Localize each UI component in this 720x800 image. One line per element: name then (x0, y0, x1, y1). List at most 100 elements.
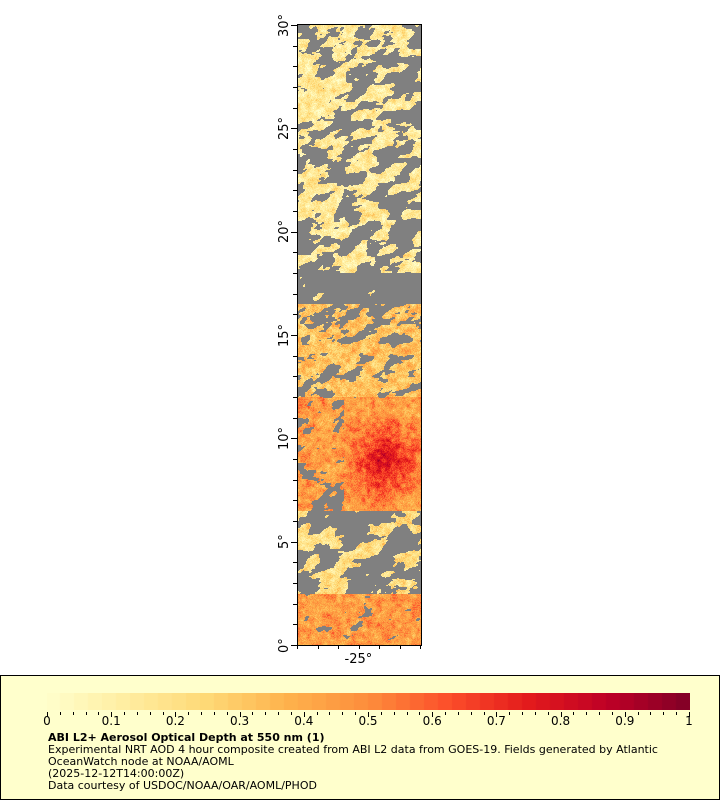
y-tick-label: 10° (277, 426, 292, 450)
y-tick (293, 211, 297, 212)
colorbar-tick (72, 712, 74, 715)
colorbar-tick (368, 712, 369, 717)
colorbar-tick (496, 712, 498, 717)
y-tick (291, 128, 297, 130)
colorbar-tick (213, 712, 215, 715)
colorbar-label: 0.3 (230, 714, 250, 728)
x-tick (358, 645, 360, 649)
y-tick (293, 149, 297, 150)
colorbar-tick (342, 712, 344, 715)
y-tick (293, 479, 297, 481)
colorbar-tick (624, 712, 626, 717)
colorbar-tick (560, 712, 562, 717)
colorbar-label: 0 (43, 714, 51, 728)
colorbar-tick (239, 712, 241, 717)
colorbar-tick (419, 712, 421, 715)
x-tick (297, 645, 298, 649)
y-tick (291, 541, 297, 543)
y-tick (293, 397, 297, 398)
x-tick (317, 645, 319, 649)
legend-line-1: Experimental NRT AOD 4 hour composite cr… (48, 743, 658, 756)
colorbar-tick (676, 712, 678, 715)
y-tick (293, 603, 297, 605)
colorbar-tick (85, 712, 87, 715)
colorbar-tick (188, 712, 190, 715)
colorbar-tick (124, 712, 126, 715)
colorbar-tick (252, 712, 254, 715)
colorbar-tick (432, 712, 434, 717)
colorbar-tick (316, 712, 318, 715)
colorbar-tick (111, 712, 113, 717)
y-tick (293, 521, 297, 522)
legend-title: ABI L2+ Aerosol Optical Depth at 550 nm … (48, 731, 325, 744)
colorbar-label: 0.9 (615, 714, 635, 728)
legend-panel: 0 0.1 0.2 0.3 0.4 0.5 0.6 0.7 0.8 0.9 1 ABI L2+ Ae… (0, 675, 720, 800)
colorbar-tick (98, 712, 100, 715)
colorbar-tick (586, 712, 588, 715)
colorbar (47, 693, 690, 710)
colorbar-label: 0.5 (358, 714, 378, 728)
y-tick (291, 231, 297, 233)
colorbar-tick (509, 712, 511, 715)
colorbar-tick (226, 712, 228, 715)
colorbar-tick (522, 712, 524, 715)
colorbar-label: 0.7 (486, 714, 506, 728)
colorbar-tick (406, 712, 408, 715)
y-tick (293, 293, 297, 295)
y-tick-label: 30° (277, 13, 292, 37)
y-tick (293, 624, 297, 626)
colorbar-tick (290, 712, 292, 715)
y-tick-label: 5° (277, 534, 292, 550)
colorbar-tick (457, 712, 459, 715)
colorbar-tick (599, 712, 601, 715)
colorbar-label: 0.8 (551, 714, 571, 728)
colorbar-tick (201, 712, 203, 715)
y-tick (291, 645, 297, 646)
legend-line-2: OceanWatch node at NOAA/AOML (48, 755, 234, 768)
aod-map (298, 25, 421, 645)
colorbar-label: 0.6 (422, 714, 442, 728)
colorbar-label: 1 (685, 714, 693, 728)
map-frame (297, 24, 422, 646)
y-tick (293, 459, 297, 460)
y-tick (293, 252, 297, 254)
colorbar-tick (162, 712, 164, 715)
colorbar-label: 0.4 (294, 714, 314, 728)
colorbar-tick (355, 712, 357, 715)
aod-raster (298, 25, 421, 645)
x-tick (338, 645, 339, 649)
colorbar-tick (483, 712, 485, 715)
legend-credit: Data courtesy of USDOC/NOAA/OAR/AOML/PHO… (48, 779, 317, 792)
y-tick (293, 66, 297, 68)
y-tick (293, 87, 297, 88)
colorbar-tick (663, 712, 665, 715)
colorbar-tick (445, 712, 447, 715)
y-tick (293, 500, 297, 502)
colorbar-tick (59, 712, 61, 715)
y-tick (293, 107, 297, 109)
colorbar-tick (573, 712, 575, 715)
colorbar-label: 0.2 (165, 714, 185, 728)
y-tick (291, 335, 297, 336)
colorbar-tick (611, 712, 613, 715)
y-tick (291, 25, 297, 26)
x-tick (399, 645, 401, 649)
y-tick (293, 169, 297, 171)
colorbar-tick (303, 712, 305, 717)
y-tick (293, 417, 297, 419)
colorbar-tick (637, 712, 639, 715)
y-tick (293, 314, 297, 316)
colorbar-tick (380, 712, 382, 715)
colorbar-tick (136, 712, 138, 715)
y-tick (291, 438, 297, 440)
colorbar-tick (470, 712, 472, 715)
y-tick (293, 562, 297, 564)
x-tick (379, 645, 380, 649)
colorbar-tick (393, 712, 395, 715)
colorbar-tick (689, 712, 690, 717)
legend-date: (2025-12-12T14:00:00Z) (48, 767, 185, 780)
x-tick (420, 645, 421, 649)
colorbar-label: 0.1 (101, 714, 121, 728)
colorbar-tick (547, 712, 549, 715)
y-tick (293, 273, 297, 274)
